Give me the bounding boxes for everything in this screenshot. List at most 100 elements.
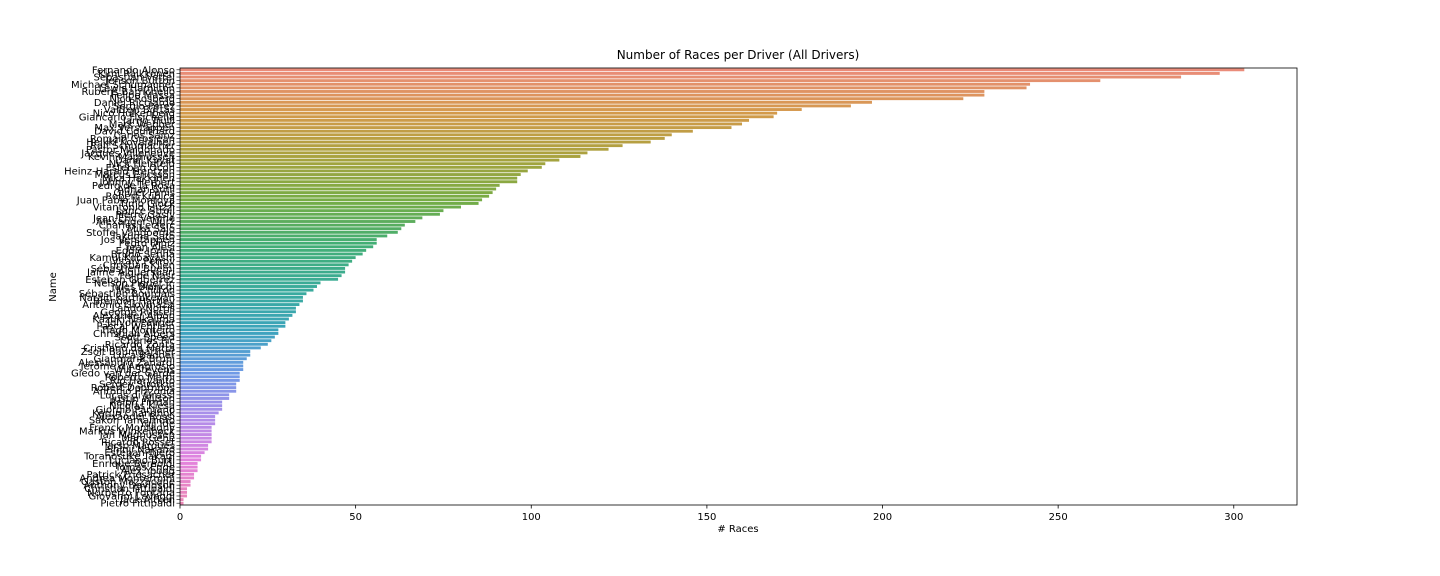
y-tick-label: Patrick Friesacher — [87, 470, 176, 481]
y-tick-label: Justin Wilson — [110, 394, 175, 405]
x-tick-label: 300 — [1224, 512, 1243, 523]
y-tick-label: Felipe Massa — [111, 91, 175, 102]
y-tick-label: Alex Yoong — [121, 466, 175, 477]
y-tick-label: Jos Verstappen — [100, 235, 175, 246]
y-tick-label: Alexander Rossi — [95, 412, 175, 423]
y-tick-label: Mark Webber — [109, 119, 176, 130]
y-tick-label: Anthony Davidson — [83, 481, 175, 492]
bar — [180, 173, 521, 176]
bar — [180, 118, 750, 122]
y-tick-label: Timo Glock — [118, 199, 175, 210]
y-tick-label: Christian Fittipaldi — [84, 484, 175, 495]
bar — [180, 82, 1031, 86]
y-tick-label: Christian Klien — [103, 260, 175, 271]
y-tick-label: Heinz-Harald Frentzen — [64, 166, 175, 177]
y-tick-label: Lance Stroll — [116, 206, 175, 217]
bar — [180, 324, 286, 328]
bar — [180, 422, 216, 426]
y-tick-label: Karun Chandhok — [92, 408, 175, 419]
bar — [180, 270, 346, 274]
y-tick-label: Esteban Ocon — [106, 163, 175, 174]
y-tick-label: Marcus Ericsson — [95, 170, 175, 181]
bar — [180, 144, 623, 148]
bar — [180, 375, 240, 379]
bar — [180, 274, 342, 278]
bar — [180, 136, 665, 140]
bar — [180, 281, 321, 285]
y-tick-label: Tarso Marques — [102, 441, 175, 452]
bar — [180, 75, 1182, 79]
bar — [180, 259, 353, 263]
bar — [180, 342, 268, 346]
bar — [180, 350, 251, 353]
bar — [180, 303, 300, 307]
bar — [180, 418, 216, 422]
bar — [180, 115, 774, 119]
y-tick-label: Mika Häkkinen — [102, 174, 175, 185]
y-tick-label: Jarno Trulli — [122, 116, 175, 127]
bar — [180, 415, 216, 418]
bar — [180, 79, 1101, 83]
bar — [180, 245, 374, 249]
y-tick-label: Jack Aitken — [119, 495, 175, 506]
bar — [180, 68, 1245, 72]
y-tick-label: Giedo van der Garde — [71, 369, 175, 380]
bar — [180, 494, 188, 498]
y-tick-label: Daniel Ricciardo — [94, 98, 175, 109]
bar — [180, 100, 872, 104]
y-tick-label: Esteban Tuero — [104, 448, 175, 459]
y-tick-label: Toranosuke Takagi — [83, 452, 175, 463]
y-tick-label: Norberto Fontana — [87, 488, 175, 499]
bar — [180, 158, 560, 162]
y-tick-label: Rubens Barrichello — [81, 87, 175, 98]
y-tick-label: Alexander Wurz — [96, 217, 175, 228]
chart-title: Number of Races per Driver (All Drivers) — [617, 48, 860, 62]
bar — [180, 205, 462, 209]
y-tick-label: Jules Bianchi — [111, 282, 175, 293]
y-tick-label: Lewis Hamilton — [99, 83, 175, 94]
y-tick-label: Robert Kubica — [106, 192, 175, 203]
y-tick-label: Pascal Wehrlein — [97, 322, 175, 333]
bar — [180, 71, 1220, 75]
y-tick-label: Sergey Sirotkin — [99, 380, 175, 391]
y-tick-label: Alexander Albon — [93, 311, 175, 322]
bar — [180, 90, 985, 93]
bar — [180, 407, 223, 411]
bar — [180, 451, 205, 455]
bar — [180, 111, 778, 115]
y-tick-label: Jolyon Palmer — [106, 318, 176, 329]
bar — [180, 306, 296, 310]
bar — [180, 371, 240, 375]
bar — [180, 108, 802, 111]
bar — [180, 368, 244, 372]
y-tick-label: Esteban Gutiérrez — [85, 274, 175, 286]
y-tick-label: Sébastien Bourdais — [79, 288, 175, 300]
y-tick-label: Fernando Alonso — [92, 65, 175, 76]
bar — [180, 147, 609, 151]
bar — [180, 133, 672, 137]
y-tick-label: Max Chilton — [116, 286, 175, 297]
y-tick-label: Giovanni Lavaggi — [88, 491, 175, 502]
y-tick-label: Ricardo Zonta — [105, 340, 175, 351]
bar — [180, 165, 542, 169]
bar — [180, 335, 275, 339]
bar — [180, 440, 212, 444]
bar — [180, 317, 289, 321]
y-tick-label: Sakon Yamamoto — [89, 416, 175, 427]
bar — [180, 97, 964, 101]
bar — [180, 397, 230, 400]
y-tick-label: Jenson Button — [104, 76, 175, 87]
bar — [180, 469, 198, 473]
bar — [180, 252, 363, 256]
bar — [180, 346, 261, 350]
bar — [180, 360, 244, 364]
y-tick-label: Zsolt Baumgartner — [81, 347, 176, 358]
bar — [180, 339, 272, 343]
bar — [180, 238, 377, 241]
x-tick-label: 100 — [522, 512, 541, 523]
y-tick-label: Nicolas Kiesa — [109, 401, 175, 412]
y-tick-label: Lando Norris — [112, 304, 175, 315]
y-tick-label: Enrique Bernoldi — [92, 459, 175, 470]
bar — [180, 476, 195, 480]
y-tick-label: Jérôme d'Ambrosio — [80, 360, 175, 372]
